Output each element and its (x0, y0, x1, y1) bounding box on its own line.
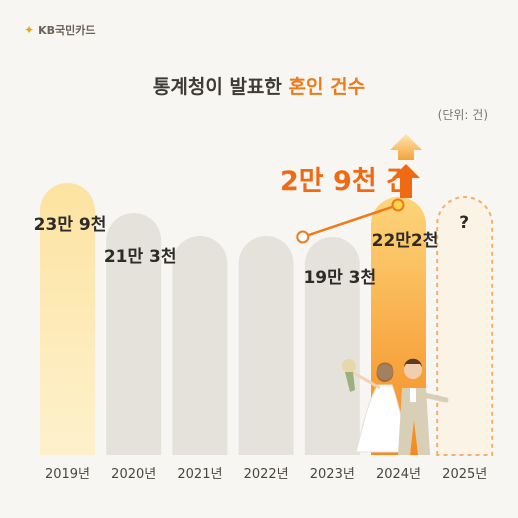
trend-point-2024 (391, 198, 405, 212)
trend-point-2023 (296, 230, 310, 244)
bar-2020년 (106, 212, 162, 455)
bar-2021년 (172, 235, 228, 455)
up-arrow-large-icon (390, 134, 422, 160)
groom-arm (421, 392, 449, 403)
kb-star-icon: ✦ (24, 23, 35, 37)
unit-label: (단위: 건) (437, 108, 488, 122)
year-label-2: 2021년 (177, 467, 222, 482)
data-label-6: ? (459, 213, 469, 233)
title-prefix: 통계청이 발표한 (152, 76, 289, 98)
groom-suit (398, 388, 430, 455)
data-label-4: 19만 3천 (303, 268, 376, 288)
year-label-6: 2025년 (442, 467, 487, 482)
year-label-4: 2023년 (310, 467, 355, 482)
up-arrow-icon (392, 164, 420, 198)
wedding-couple-illustration (342, 358, 449, 455)
groom-hair (404, 358, 422, 367)
bouquet-stem (345, 372, 355, 392)
callout-text: 2만 9천 건 (280, 166, 411, 197)
year-label-0: 2019년 (45, 467, 90, 482)
bar-2022년 (238, 235, 294, 455)
data-label-5: 22만2천 (372, 231, 439, 251)
brand-name: KB국민카드 (38, 24, 96, 37)
bar-2023년 (304, 236, 360, 455)
bar-2019년 (40, 183, 95, 455)
brand-logo: ✦ KB국민카드 (24, 22, 95, 38)
bride-hair (376, 362, 394, 382)
data-label-0: 23만 9천 (34, 215, 107, 235)
year-label-3: 2022년 (244, 467, 289, 482)
chart-title: 통계청이 발표한 혼인 건수 (0, 72, 518, 99)
year-label-1: 2020년 (111, 467, 156, 482)
bar-2025-fill (438, 197, 492, 455)
bouquet (342, 359, 356, 373)
groom-head (404, 361, 422, 379)
bride-arm (351, 370, 381, 390)
title-highlight: 혼인 건수 (288, 76, 366, 98)
trend-line (302, 203, 399, 239)
bar-2025년 (436, 196, 494, 456)
groom-shirt (410, 388, 416, 402)
year-label-5: 2024년 (376, 467, 421, 482)
data-label-1: 21만 3천 (104, 247, 177, 267)
